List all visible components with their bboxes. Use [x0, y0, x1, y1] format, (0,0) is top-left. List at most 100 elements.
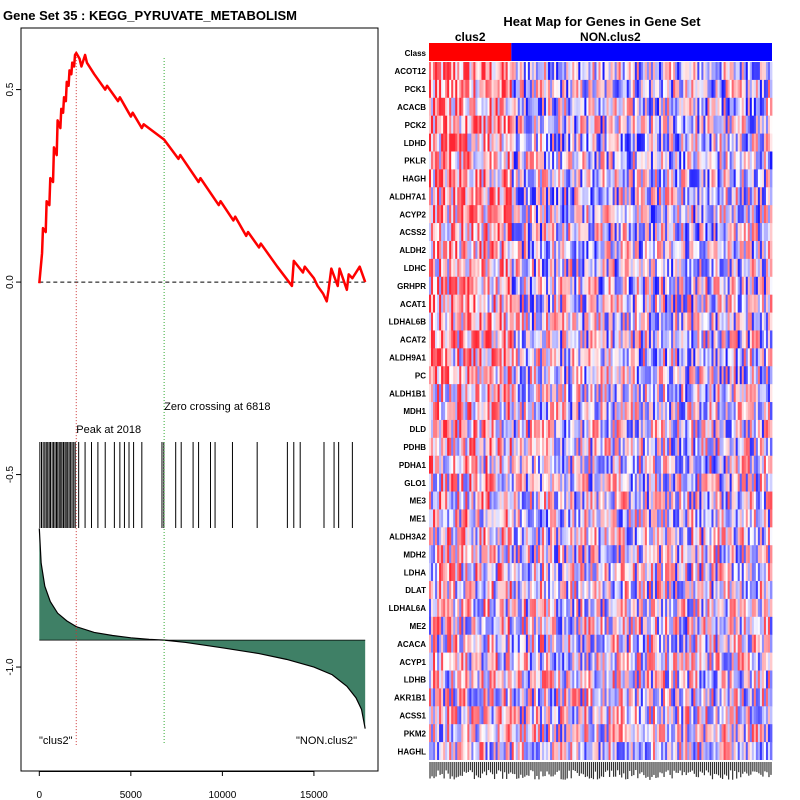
heatmap-cell	[739, 491, 743, 510]
heatmap-cell	[449, 366, 452, 385]
heatmap-cell	[622, 133, 626, 152]
heatmap-cell	[612, 169, 616, 188]
heatmap-cell	[465, 223, 468, 242]
heatmap-cell	[638, 294, 642, 313]
heatmap-cell	[552, 473, 555, 492]
heatmap-cell	[636, 169, 640, 188]
heatmap-cell	[588, 187, 591, 206]
heatmap-cell	[715, 115, 718, 134]
heatmap-cell	[505, 563, 509, 582]
heatmap-cell	[449, 223, 452, 242]
heatmap-cell	[550, 491, 553, 510]
heatmap-cell	[677, 491, 680, 510]
heatmap-cell	[669, 62, 672, 81]
heatmap-cell	[485, 473, 488, 492]
heatmap-cell	[588, 79, 591, 99]
heatmap-cell	[586, 62, 589, 81]
heatmap-cell	[685, 240, 688, 260]
heatmap-cell	[479, 240, 482, 260]
heatmap-cell	[455, 366, 458, 385]
heatmap-cell	[497, 312, 501, 331]
heatmap-cell	[665, 97, 668, 117]
heatmap-cell	[717, 545, 720, 564]
heatmap-cell	[675, 437, 678, 457]
heatmap-cell	[646, 169, 650, 188]
x-tick-label: 0	[37, 790, 43, 800]
heatmap-cell	[467, 169, 470, 188]
heatmap-cell	[497, 62, 501, 81]
heatmap-cell	[588, 205, 591, 224]
heatmap-cell	[749, 455, 753, 475]
heatmap-cell	[612, 294, 616, 313]
heatmap-cell	[671, 97, 674, 117]
heatmap-cell	[550, 419, 553, 439]
heatmap-cell	[638, 133, 642, 152]
heatmap-cell	[491, 294, 494, 313]
heatmap-cell	[433, 62, 436, 81]
heatmap-cell	[729, 402, 733, 421]
heatmap-cell	[537, 294, 541, 313]
heatmap-cell	[675, 97, 678, 117]
heatmap-cell	[533, 384, 537, 403]
heatmap-cell	[501, 509, 505, 528]
heatmap-cell	[727, 330, 731, 349]
heatmap-cell	[703, 240, 706, 260]
heatmap-cell	[685, 509, 688, 528]
heatmap-cell	[685, 455, 688, 475]
heatmap-cell	[612, 187, 616, 206]
heatmap-cell	[501, 276, 505, 296]
heatmap-cell	[487, 384, 490, 403]
heatmap-cell	[558, 240, 561, 260]
heatmap-cell	[503, 133, 507, 152]
heatmap-cell	[566, 348, 569, 367]
heatmap-cell	[459, 169, 462, 188]
heatmap-cell	[592, 545, 595, 564]
heatmap-cell	[659, 384, 662, 403]
heatmap-cell	[648, 527, 652, 546]
heatmap-cell	[598, 366, 601, 385]
heatmap-cell	[661, 563, 664, 582]
heatmap-cell	[550, 509, 553, 528]
heatmap-cell	[541, 419, 545, 439]
heatmap-cell	[610, 437, 614, 457]
heatmap-cell	[586, 312, 589, 331]
heatmap-cell	[691, 258, 694, 278]
heatmap-cell	[521, 294, 525, 313]
heatmap-cell	[550, 133, 553, 152]
heatmap-cell	[610, 509, 614, 528]
heatmap-cell	[499, 509, 503, 528]
heatmap-cell	[729, 97, 733, 117]
heatmap-cell	[556, 491, 559, 510]
heatmap-cell	[509, 258, 513, 278]
heatmap-cell	[451, 169, 454, 188]
heatmap-cell	[521, 509, 525, 528]
heatmap-cell	[453, 384, 456, 403]
heatmap-cell	[511, 330, 515, 349]
heatmap-cell	[433, 563, 436, 582]
heatmap-cell	[687, 97, 690, 117]
heatmap-cell	[626, 258, 630, 278]
heatmap-cell	[431, 419, 434, 439]
heatmap-cell	[697, 205, 700, 224]
heatmap-cell	[449, 545, 452, 564]
heatmap-cell	[739, 62, 743, 81]
heatmap-cell	[717, 62, 720, 81]
heatmap-cell	[701, 79, 704, 99]
heatmap-cell	[650, 151, 654, 170]
heatmap-cell	[493, 258, 496, 278]
heatmap-cell	[628, 366, 632, 385]
heatmap-cell	[572, 348, 575, 367]
heatmap-cell	[667, 205, 670, 224]
heatmap-cell	[465, 240, 468, 260]
heatmap-cell	[691, 437, 694, 457]
heatmap-cell	[602, 419, 605, 439]
heatmap-cell	[463, 384, 466, 403]
heatmap-cell	[564, 97, 567, 117]
heatmap-cell	[759, 366, 763, 385]
heatmap-cell	[523, 169, 527, 188]
heatmap-cell	[763, 115, 767, 134]
heatmap-cell	[469, 169, 472, 188]
heatmap-cell	[761, 240, 765, 260]
heatmap-cell	[663, 276, 666, 296]
heatmap-cell	[481, 366, 484, 385]
